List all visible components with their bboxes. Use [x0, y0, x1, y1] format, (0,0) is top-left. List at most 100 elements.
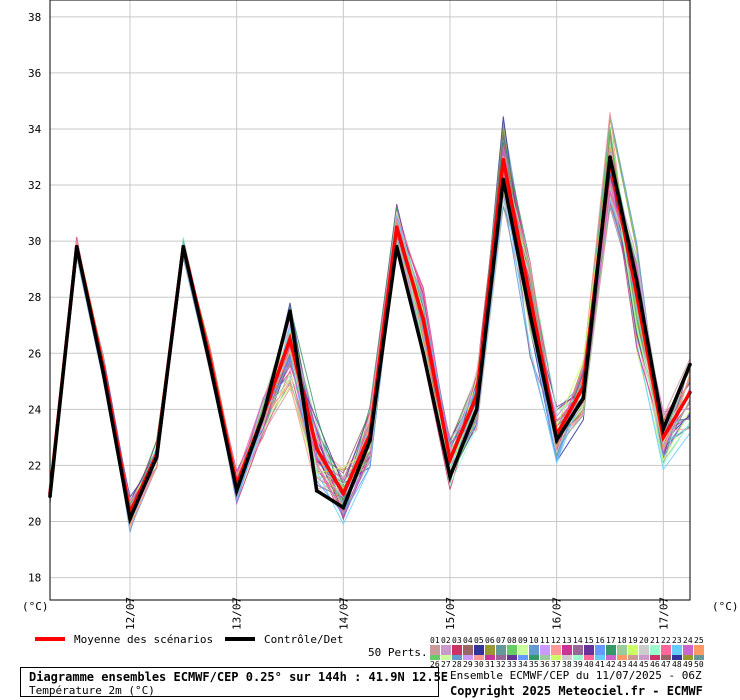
member-id-label: 01 [430, 636, 440, 645]
member-color-swatch [584, 645, 594, 655]
x-tick-label: 14/07 [337, 597, 350, 630]
member-color-swatch [694, 645, 704, 655]
chart-title-box: Diagramme ensembles ECMWF/CEP 0.25° sur … [20, 667, 448, 697]
x-tick-label: 15/07 [444, 597, 457, 630]
member-color-legend: 01 02 03 04 05 06 07 08 09 10 11 12 13 14 15 16 17 18 19 20… [430, 636, 704, 669]
member-id-label: 10 [529, 636, 539, 645]
member-color-swatch [639, 645, 649, 655]
member-id-label: 33 [507, 660, 517, 669]
member-color-swatch [617, 655, 627, 660]
y-tick-label: 38 [28, 11, 41, 24]
run-info: Ensemble ECMWF/CEP du 11/07/2025 - 06Z [450, 669, 702, 682]
member-id-label: 39 [573, 660, 583, 669]
member-color-swatch [672, 655, 682, 660]
y-tick-label: 36 [28, 67, 41, 80]
member-id-label: 50 [694, 660, 704, 669]
member-id-label: 35 [529, 660, 539, 669]
member-color-swatch [650, 645, 660, 655]
mean-point [314, 446, 319, 451]
control-point [368, 438, 372, 443]
member-color-swatch [650, 655, 660, 660]
member-color-swatch [540, 645, 550, 655]
member-color-swatch [562, 655, 572, 660]
member-id-label: 24 [683, 636, 693, 645]
member-color-swatch [683, 655, 693, 660]
mean-point [288, 337, 292, 342]
member-id-label: 36 [540, 660, 550, 669]
control-point [208, 362, 212, 367]
member-id-label: 13 [562, 636, 572, 645]
member-color-swatch [452, 645, 462, 655]
x-tick-label: 17/07 [657, 597, 670, 630]
member-id-label: 27 [441, 660, 451, 669]
member-id-label: 44 [628, 660, 638, 669]
mean-point [394, 225, 399, 229]
member-color-swatch [606, 655, 616, 660]
y-axis-unit-left: (°C) [22, 600, 49, 613]
x-tick-label: 16/07 [551, 597, 564, 630]
member-color-swatch [617, 645, 627, 655]
member-color-swatch [573, 655, 583, 660]
member-id-label: 12 [551, 636, 561, 645]
member-color-swatch [463, 655, 473, 660]
member-color-swatch [507, 645, 517, 655]
member-id-label: 38 [562, 660, 572, 669]
member-id-label: 30 [474, 660, 484, 669]
member-id-label: 47 [661, 660, 671, 669]
mean-point [421, 317, 426, 322]
member-id-label: 04 [463, 636, 473, 645]
control-point [581, 396, 586, 400]
main-series-lines [48, 155, 692, 525]
member-color-swatch [661, 645, 671, 655]
y-axis-ticks: 18 20 22 24 26 28 30 32 34 36 38 [28, 11, 42, 585]
member-id-label: 29 [463, 660, 473, 669]
member-id-label: 09 [518, 636, 528, 645]
member-id-label: 28 [452, 660, 462, 669]
chart-subtitle: Température 2m (°C) [29, 684, 155, 697]
y-tick-label: 28 [28, 291, 41, 304]
member-id-label: 20 [639, 636, 649, 645]
y-tick-label: 26 [28, 347, 41, 360]
member-color-swatch [628, 645, 638, 655]
member-id-label: 31 [485, 660, 495, 669]
member-color-swatch [595, 645, 605, 655]
member-color-swatch [474, 645, 484, 655]
member-id-label: 07 [496, 636, 506, 645]
member-color-swatch [694, 655, 704, 660]
member-id-label: 25 [694, 636, 704, 645]
member-color-swatch [562, 645, 572, 655]
member-id-label: 14 [573, 636, 583, 645]
control-point [474, 407, 479, 412]
member-color-swatch [551, 645, 561, 655]
member-color-swatch [518, 645, 528, 655]
member-id-label: 19 [628, 636, 638, 645]
legend-members-count: 50 Perts. [368, 646, 428, 659]
plot-frame [49, 0, 691, 601]
y-tick-label: 32 [28, 179, 41, 192]
member-id-label: 18 [617, 636, 627, 645]
control-point [154, 455, 159, 459]
member-color-swatch [573, 645, 583, 655]
x-axis-date-ticks: 12/07 13/07 14/07 15/07 16/07 17/07 [124, 597, 670, 630]
member-id-label: 05 [474, 636, 484, 645]
control-point [394, 244, 399, 249]
member-color-swatch [463, 645, 473, 655]
member-color-swatch [672, 645, 682, 655]
control-point [314, 488, 319, 493]
member-color-swatch [496, 645, 506, 655]
member-color-swatch [529, 655, 539, 660]
member-color-swatch [606, 645, 616, 655]
control-point [261, 413, 266, 417]
member-color-swatch [639, 655, 649, 660]
y-tick-label: 30 [28, 235, 41, 248]
mean-point [448, 458, 452, 462]
x-tick-label: 12/07 [124, 597, 137, 630]
y-tick-label: 22 [28, 459, 41, 472]
mean-point [341, 491, 346, 496]
member-id-label: 02 [441, 636, 451, 645]
control-point [288, 309, 292, 314]
x-tick-label: 13/07 [231, 597, 244, 630]
member-id-label: 48 [672, 660, 682, 669]
member-color-swatch [474, 655, 484, 660]
control-point [528, 312, 532, 316]
